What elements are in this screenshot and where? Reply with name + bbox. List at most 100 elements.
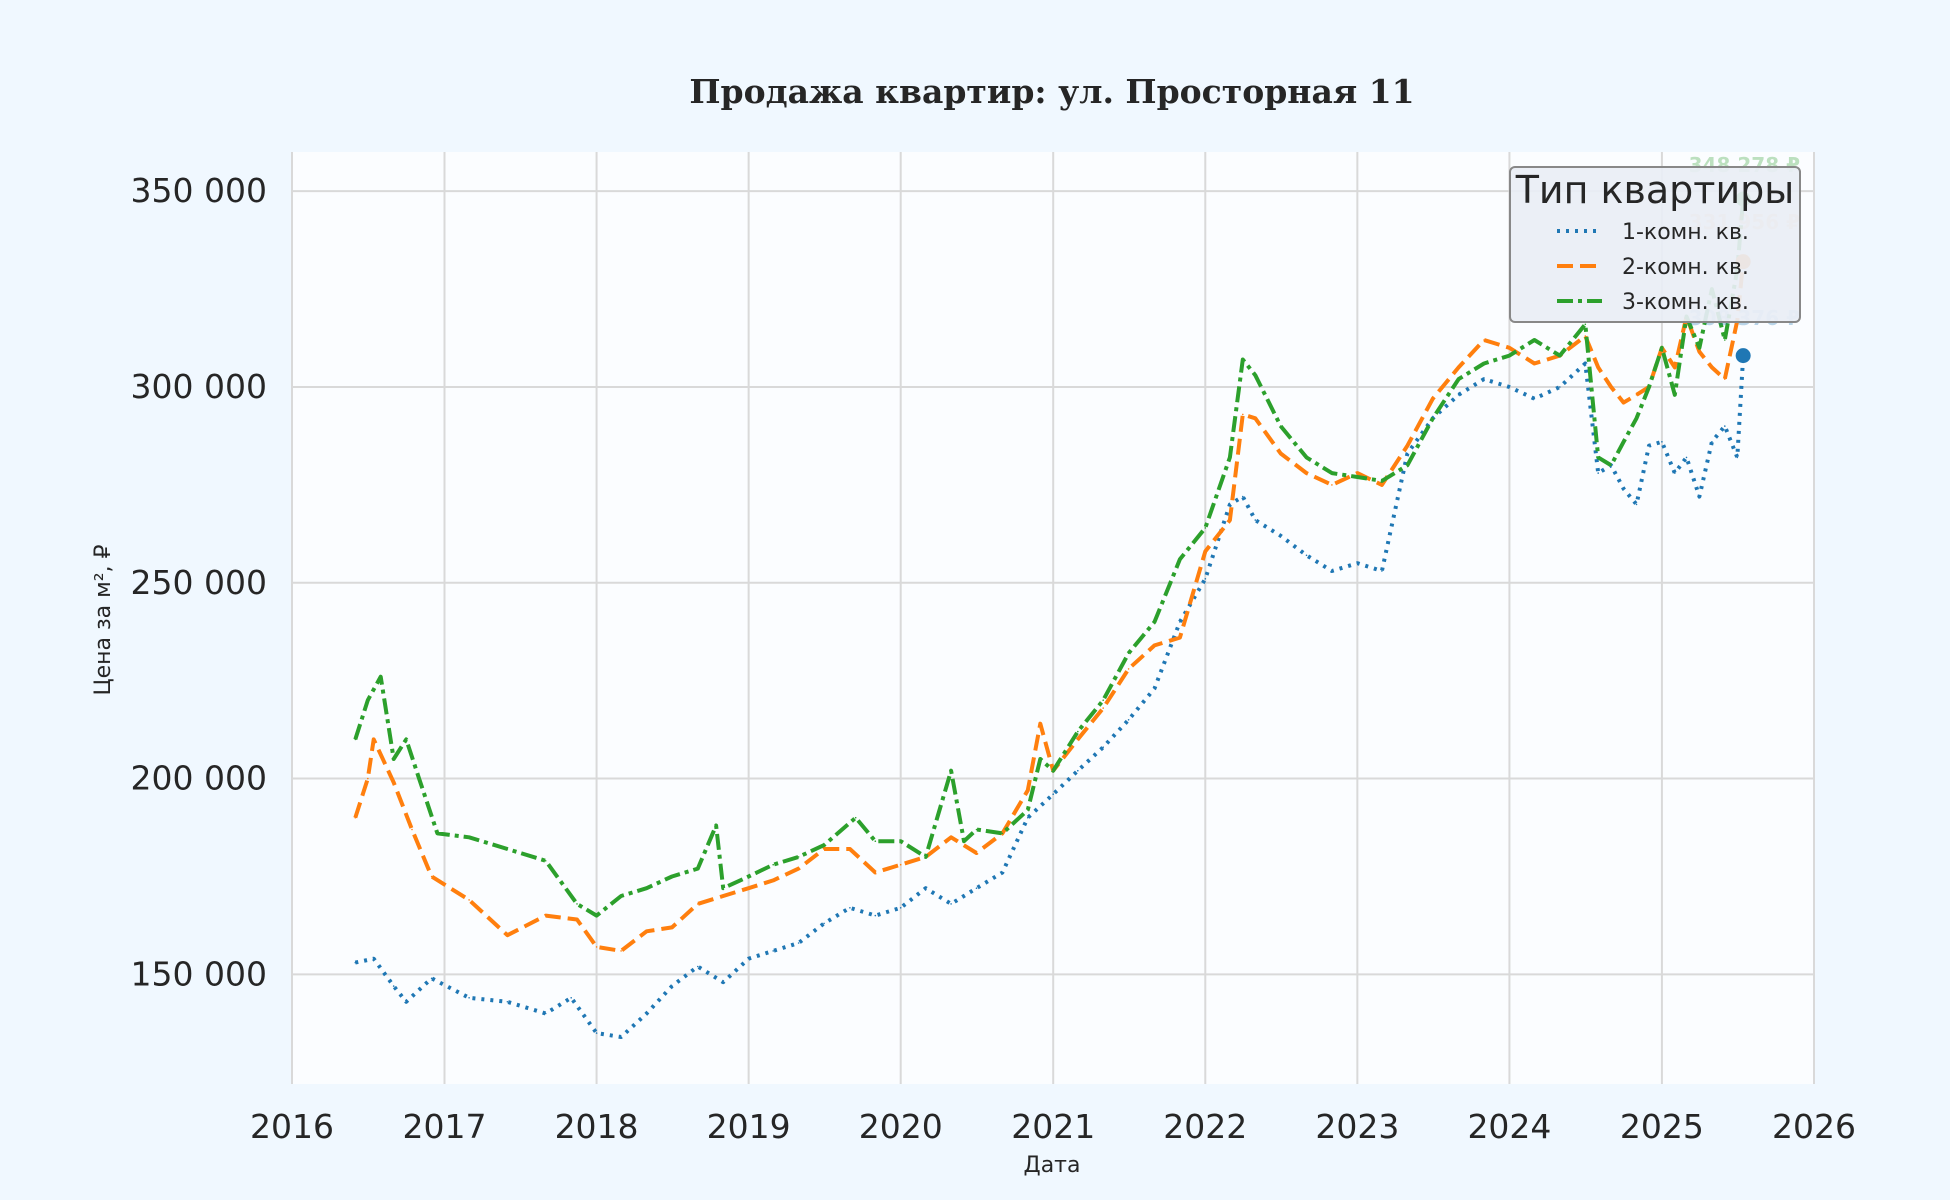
x-tick-label: 2020 (859, 1107, 943, 1146)
data-point (392, 985, 395, 987)
x-tick-label: 2026 (1772, 1107, 1856, 1146)
x-tick-label: 2025 (1620, 1107, 1704, 1146)
data-point (1242, 413, 1244, 416)
data-point (392, 758, 395, 760)
x-tick-label: 2022 (1163, 1107, 1247, 1146)
data-point (899, 863, 902, 866)
data-point (1127, 719, 1130, 721)
data-point (1077, 730, 1079, 733)
data-point (849, 907, 851, 909)
data-point (1153, 621, 1156, 623)
data-point (1279, 452, 1282, 455)
data-point (544, 860, 547, 862)
data-point (1508, 386, 1511, 388)
data-point (1736, 456, 1739, 459)
data-point (1153, 644, 1156, 647)
data-point (1279, 425, 1282, 427)
data-point (823, 844, 825, 846)
data-point (975, 828, 978, 831)
data-point (772, 950, 774, 952)
data-point (1179, 558, 1181, 561)
data-point (722, 887, 724, 889)
legend: Тип квартиры 1-комн. кв. 2-комн. кв. 3-ком… (1509, 166, 1801, 323)
data-point (1242, 495, 1244, 498)
data-point (405, 1001, 408, 1003)
data-point (874, 840, 877, 842)
data-point (1508, 347, 1511, 349)
data-point (392, 781, 395, 784)
data-point (354, 961, 357, 964)
data-point (950, 769, 952, 772)
data-point (671, 875, 673, 878)
data-point (1559, 354, 1561, 357)
data-point (924, 887, 927, 889)
data-point (1698, 350, 1701, 353)
data-point (1077, 769, 1079, 772)
data-point (722, 895, 724, 897)
data-point (1305, 554, 1308, 557)
series-line-2-комн-кв- (353, 261, 1746, 953)
y-tick-label: 150 000 (131, 954, 267, 993)
data-point (1724, 425, 1726, 427)
data-point (854, 816, 857, 819)
data-point (544, 1012, 547, 1015)
data-point (1052, 769, 1054, 772)
data-point (1483, 362, 1485, 365)
data-point (1406, 452, 1409, 455)
data-point (1674, 472, 1676, 474)
tick-labels: 2016 2017 2018 2019 2020 2021 2022 2023 2024 2025… (131, 171, 1856, 1146)
data-point (1648, 386, 1650, 388)
data-point (367, 777, 369, 780)
data-point (1483, 378, 1485, 380)
data-point (697, 903, 699, 905)
data-point (1635, 394, 1638, 396)
data-point (1153, 687, 1156, 690)
data-point (1622, 488, 1625, 490)
data-point (1027, 809, 1029, 811)
data-point (1533, 362, 1536, 365)
data-point (1102, 699, 1104, 701)
legend-title: Тип квартиры (1515, 168, 1795, 212)
data-point (1584, 362, 1587, 365)
data-point (1661, 347, 1663, 349)
data-point (823, 922, 825, 925)
data-point (797, 867, 800, 870)
data-point (1597, 366, 1599, 369)
data-point (1533, 339, 1536, 341)
data-point (418, 777, 420, 780)
data-point (1597, 472, 1599, 474)
data-point (1229, 456, 1231, 459)
series-1-комн-кв- (354, 354, 1746, 1039)
data-point (874, 871, 877, 874)
data-point (1724, 339, 1726, 341)
data-point (1279, 535, 1282, 537)
data-point (1229, 503, 1231, 506)
data-point (1457, 366, 1460, 369)
data-point (924, 856, 927, 858)
x-tick-label: 2023 (1315, 1107, 1399, 1146)
x-tick-label: 2018 (555, 1107, 639, 1146)
data-point (1356, 472, 1359, 474)
data-point (823, 848, 825, 850)
data-point (506, 848, 509, 850)
data-point (1711, 441, 1713, 443)
data-point (849, 848, 851, 850)
data-point (468, 997, 470, 999)
data-point (1027, 789, 1029, 792)
data-point (1127, 652, 1130, 654)
data-point (1356, 562, 1359, 564)
data-point (595, 946, 598, 948)
data-point (1229, 519, 1231, 521)
data-point (1356, 476, 1359, 478)
legend-box (1509, 166, 1801, 323)
data-point (747, 887, 750, 889)
data-point (1622, 441, 1625, 443)
data-point (1254, 519, 1257, 521)
data-point (1584, 323, 1587, 326)
legend-items: 1-комн. кв. 2-комн. кв. 3-комн. кв. (1557, 220, 1749, 315)
y-tick-label: 200 000 (131, 759, 267, 798)
data-point (1635, 417, 1638, 420)
data-point (506, 934, 509, 936)
y-axis-label: Цена за м², ₽ (91, 544, 116, 695)
